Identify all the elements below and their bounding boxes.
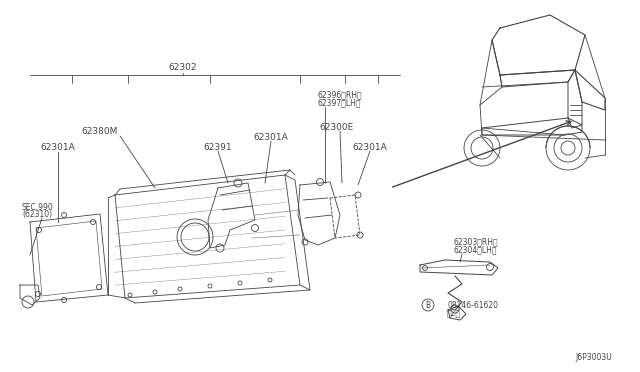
Text: (62310): (62310) bbox=[22, 211, 52, 219]
Text: 08146-61620: 08146-61620 bbox=[447, 301, 498, 310]
Text: 62301A: 62301A bbox=[253, 132, 289, 141]
Text: 62304〈LH〉: 62304〈LH〉 bbox=[453, 246, 497, 254]
Text: 62300E: 62300E bbox=[319, 122, 353, 131]
Text: 62301A: 62301A bbox=[353, 142, 387, 151]
Text: 62391: 62391 bbox=[204, 142, 232, 151]
Text: B: B bbox=[426, 301, 431, 310]
Text: 〨2〉: 〨2〉 bbox=[447, 308, 461, 317]
Text: 62396〈RH〉: 62396〈RH〉 bbox=[318, 90, 363, 99]
Text: 62397〈LH〉: 62397〈LH〉 bbox=[318, 99, 362, 108]
Text: 62302: 62302 bbox=[169, 64, 197, 73]
Text: 62301A: 62301A bbox=[40, 144, 76, 153]
Text: SEC.990: SEC.990 bbox=[22, 202, 54, 212]
Text: J6P3003U: J6P3003U bbox=[575, 353, 612, 362]
Text: 62303〈RH〉: 62303〈RH〉 bbox=[453, 237, 498, 247]
Text: 62380M: 62380M bbox=[82, 128, 118, 137]
